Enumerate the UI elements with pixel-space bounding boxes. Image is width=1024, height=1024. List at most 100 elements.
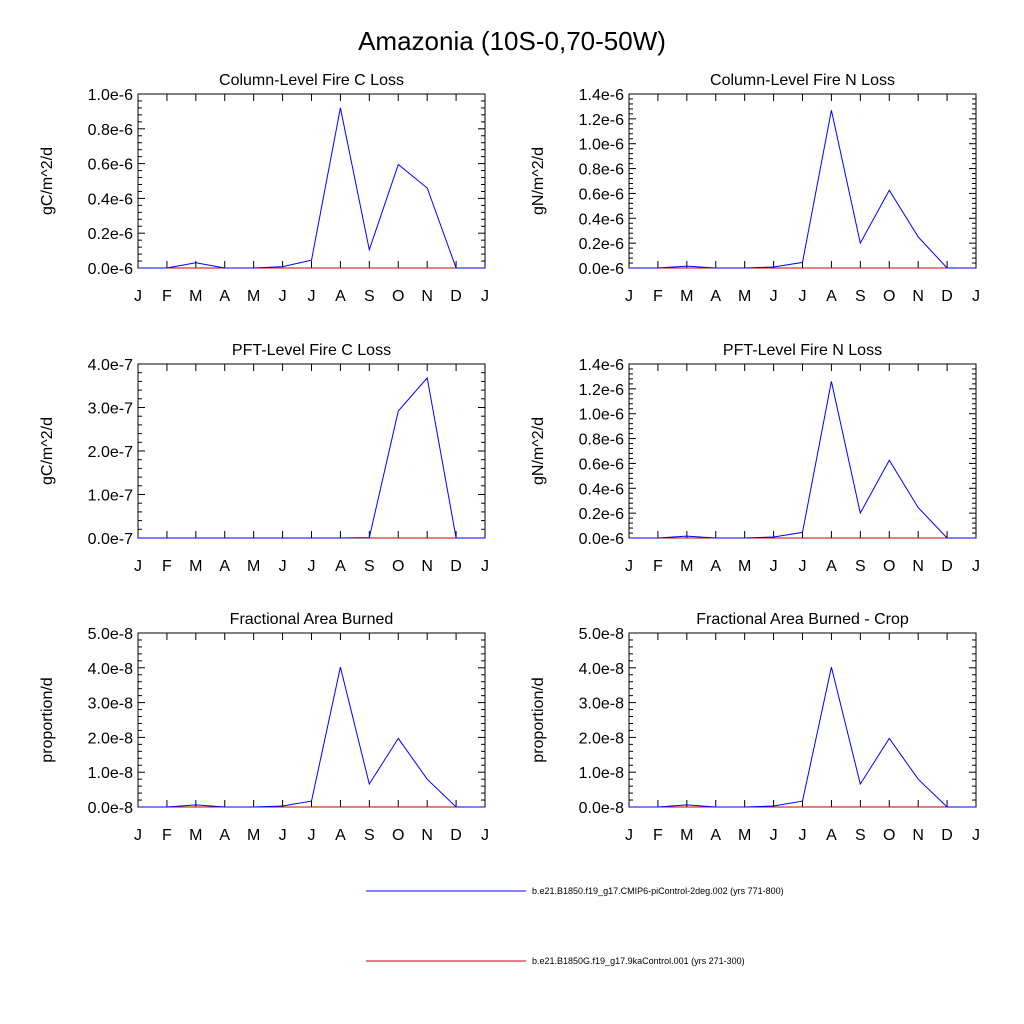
series-line-1 — [138, 666, 485, 808]
legend: b.e21.B1850.f19_g17.CMIP6-piControl-2deg… — [366, 886, 784, 966]
y-tick-label: 0.0e-6 — [579, 531, 624, 548]
x-tick-label: A — [710, 558, 721, 575]
x-tick-label: J — [972, 827, 980, 844]
x-tick-label: D — [450, 827, 462, 844]
x-tick-label: M — [189, 558, 202, 575]
y-axis-label: proportion/d — [39, 677, 56, 762]
x-tick-label: J — [308, 827, 316, 844]
y-tick-label: 3.0e-8 — [579, 696, 624, 713]
y-tick-label: 4.0e-7 — [88, 357, 133, 374]
y-tick-label: 5.0e-8 — [88, 626, 133, 643]
series-line-1 — [138, 107, 485, 269]
x-tick-label: D — [941, 558, 953, 575]
y-tick-label: 0.2e-6 — [579, 236, 624, 253]
y-tick-label: 0.8e-6 — [88, 122, 133, 139]
series-line-1 — [138, 376, 485, 539]
y-tick-label: 2.0e-8 — [579, 730, 624, 747]
x-tick-label: N — [912, 558, 924, 575]
plot-frame — [628, 93, 977, 269]
y-tick-label: 0.4e-6 — [579, 481, 624, 498]
x-tick-label: J — [481, 558, 489, 575]
series-line-1 — [629, 666, 976, 808]
plot-frame — [137, 632, 486, 808]
x-tick-label: J — [625, 288, 633, 305]
y-tick-label: 0.8e-6 — [579, 432, 624, 449]
x-tick-label: J — [308, 558, 316, 575]
x-tick-label: S — [364, 558, 375, 575]
x-tick-label: M — [738, 827, 751, 844]
y-axis-label: gC/m^2/d — [39, 417, 56, 485]
x-tick-label: A — [710, 288, 721, 305]
chart-title: Column-Level Fire N Loss — [710, 72, 895, 89]
x-tick-label: J — [279, 827, 287, 844]
x-tick-label: F — [162, 827, 172, 844]
x-tick-label: J — [799, 827, 807, 844]
x-tick-label: J — [770, 827, 778, 844]
y-tick-label: 0.0e-8 — [579, 800, 624, 817]
y-tick-label: 3.0e-7 — [88, 401, 133, 418]
x-tick-label: N — [421, 827, 433, 844]
chart-title: Fractional Area Burned — [230, 611, 394, 628]
y-tick-label: 2.0e-8 — [88, 730, 133, 747]
x-tick-label: J — [972, 288, 980, 305]
x-tick-label: N — [912, 827, 924, 844]
y-tick-label: 0.0e-6 — [579, 261, 624, 278]
y-tick-label: 1.0e-6 — [88, 87, 133, 104]
x-tick-label: O — [392, 558, 404, 575]
x-tick-label: M — [738, 558, 751, 575]
x-tick-label: M — [680, 558, 693, 575]
y-tick-label: 1.0e-6 — [579, 407, 624, 424]
chart-title: Column-Level Fire C Loss — [219, 72, 404, 89]
y-tick-label: 0.8e-6 — [579, 162, 624, 179]
x-tick-label: M — [738, 288, 751, 305]
x-tick-label: N — [912, 288, 924, 305]
series-line-1 — [629, 110, 976, 269]
y-tick-label: 5.0e-8 — [579, 626, 624, 643]
plot-frame — [137, 93, 486, 269]
x-tick-label: J — [481, 827, 489, 844]
x-tick-label: F — [162, 558, 172, 575]
y-tick-label: 0.6e-6 — [88, 157, 133, 174]
chart-title: PFT-Level Fire N Loss — [723, 342, 882, 359]
x-tick-label: M — [189, 827, 202, 844]
y-axis-label: gN/m^2/d — [530, 147, 547, 215]
x-tick-label: M — [680, 288, 693, 305]
y-tick-label: 1.0e-6 — [579, 137, 624, 154]
y-tick-label: 4.0e-8 — [579, 661, 624, 678]
x-tick-label: D — [450, 288, 462, 305]
x-tick-label: F — [653, 288, 663, 305]
x-tick-label: J — [279, 558, 287, 575]
x-tick-label: J — [134, 558, 142, 575]
x-tick-label: J — [481, 288, 489, 305]
y-tick-label: 0.0e-7 — [88, 531, 133, 548]
x-tick-label: S — [855, 288, 866, 305]
x-tick-label: A — [219, 288, 230, 305]
y-tick-label: 2.0e-7 — [88, 444, 133, 461]
x-tick-label: O — [883, 288, 895, 305]
y-tick-label: 0.6e-6 — [579, 456, 624, 473]
x-tick-label: O — [392, 288, 404, 305]
x-tick-label: A — [335, 288, 346, 305]
x-tick-label: F — [162, 288, 172, 305]
x-tick-label: A — [335, 558, 346, 575]
x-tick-label: M — [247, 558, 260, 575]
x-tick-label: F — [653, 558, 663, 575]
chart-title: PFT-Level Fire C Loss — [232, 342, 391, 359]
x-tick-label: J — [972, 558, 980, 575]
x-tick-label: M — [680, 827, 693, 844]
x-tick-label: A — [826, 288, 837, 305]
x-tick-label: O — [392, 827, 404, 844]
series-line-1 — [629, 381, 976, 539]
y-axis-label: gN/m^2/d — [530, 417, 547, 485]
x-tick-label: A — [335, 827, 346, 844]
x-tick-label: J — [134, 288, 142, 305]
x-tick-label: O — [883, 558, 895, 575]
y-tick-label: 0.6e-6 — [579, 186, 624, 203]
y-tick-label: 1.0e-8 — [88, 765, 133, 782]
chart-title: Fractional Area Burned - Crop — [696, 611, 909, 628]
plot-frame — [628, 363, 977, 539]
